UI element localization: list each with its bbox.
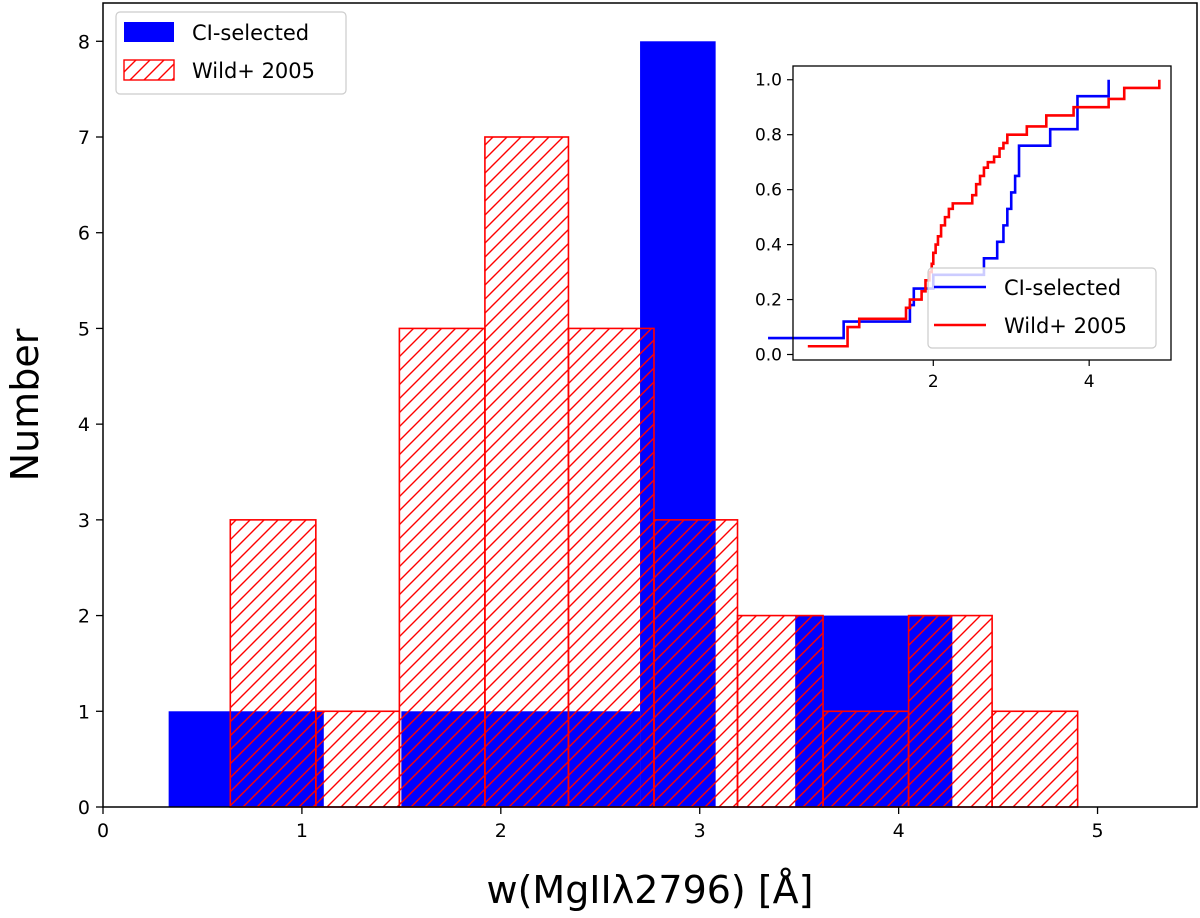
inset-y-tick-label: 0.0 — [755, 346, 782, 366]
wild-2005-bar — [229, 519, 317, 808]
y-tick-label: 4 — [78, 414, 90, 436]
main-plot-frame — [102, 2, 1198, 808]
y-tick-label: 8 — [78, 31, 90, 53]
legend-label-wild-2005: Wild+ 2005 — [192, 59, 315, 83]
wild-2005-bar — [991, 710, 1079, 808]
x-tick-label: 3 — [694, 820, 706, 842]
inset-legend-label-ci-selected: CI-selected — [1004, 276, 1121, 300]
inset-legend-label-wild-2005: Wild+ 2005 — [1004, 314, 1127, 338]
wild-2005-bar — [822, 710, 910, 808]
y-tick-label: 1 — [78, 701, 90, 723]
wild-2005-bar — [567, 327, 655, 808]
inset-y-tick-label: 0.2 — [755, 291, 782, 311]
main-plot-bars — [168, 41, 1079, 808]
x-tick-label: 5 — [1091, 820, 1103, 842]
wild-2005-cumulative-line — [807, 79, 1161, 348]
y-tick-label: 7 — [78, 127, 90, 149]
wild-2005-bar — [736, 614, 824, 808]
wild-2005-bar — [484, 136, 570, 808]
legend-label-ci-selected: CI-selected — [192, 21, 309, 45]
inset-legend: CI-selected Wild+ 2005 — [927, 267, 1157, 349]
wild-2005-bar — [398, 327, 486, 808]
x-tick-label: 2 — [495, 820, 507, 842]
x-tick-label: 4 — [893, 820, 905, 842]
inset-x-tick-label: 4 — [1084, 372, 1095, 392]
y-tick-label: 0 — [78, 797, 90, 819]
inset-y-tick-label: 0.6 — [755, 181, 782, 201]
x-axis-label: w(MgIIλ2796) [Å] — [487, 868, 814, 912]
y-axis-label: Number — [3, 328, 47, 481]
main-legend: CI-selected Wild+ 2005 — [115, 11, 347, 95]
y-tick-label: 6 — [78, 223, 90, 245]
x-tick-label: 1 — [296, 820, 308, 842]
wild-2005-bar — [653, 519, 739, 808]
wild-2005-bar — [907, 614, 993, 808]
inset-plot-ticks: 2 4 0.0 0.2 0.4 0.6 0.8 1.0 — [755, 71, 1095, 392]
inset-frame — [792, 65, 1172, 361]
y-tick-label: 2 — [78, 606, 90, 628]
x-tick-label: 0 — [97, 820, 109, 842]
y-tick-label: 3 — [78, 510, 90, 532]
y-tick-label: 5 — [78, 318, 90, 340]
inset-y-tick-label: 0.4 — [755, 236, 782, 256]
inset-plot-lines — [768, 79, 1161, 348]
inset-y-tick-label: 0.8 — [755, 126, 782, 146]
legend-swatch-wild-2005 — [123, 59, 175, 81]
legend-swatch-ci-selected — [124, 22, 174, 42]
main-plot-ticks: 0 1 2 3 4 5 0 1 2 3 4 5 6 7 8 — [78, 31, 1104, 842]
inset-x-tick-label: 2 — [928, 372, 939, 392]
inset-y-tick-label: 1.0 — [755, 71, 782, 91]
wild-2005-bar — [315, 710, 401, 808]
